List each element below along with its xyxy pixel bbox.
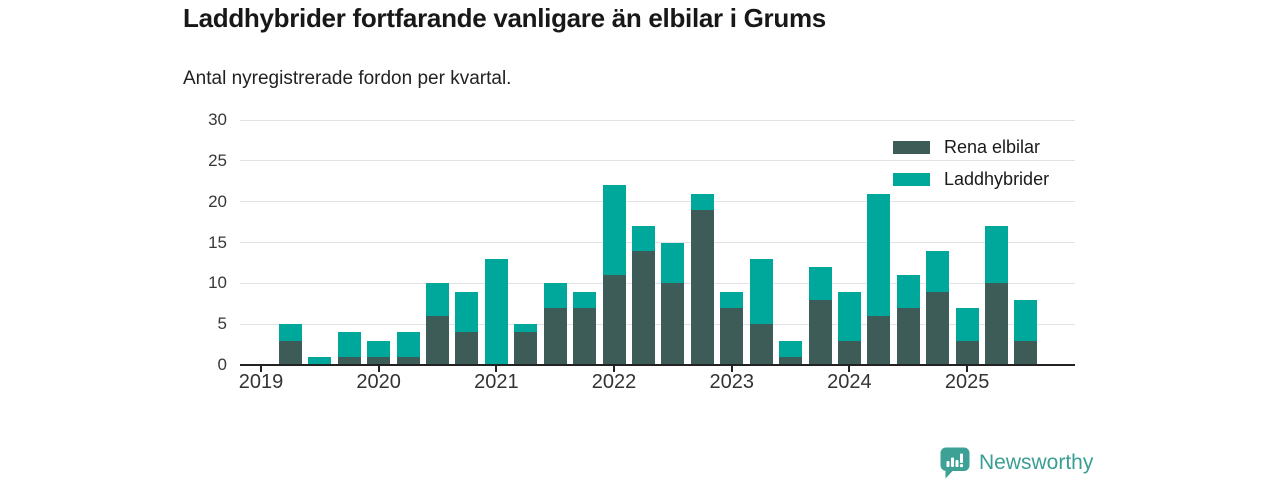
gridline-10 [240,282,1075,284]
newsworthy-brand-link[interactable]: Newsworthy [938,446,1093,480]
gridline-30 [240,119,1075,121]
bar-segment-elbilar-2025-Q3 [1014,340,1038,365]
bar-segment-laddhybrider-2023-Q3 [779,340,803,357]
bar-segment-elbilar-2025-Q2 [985,283,1008,365]
bar-segment-elbilar-2023-Q4 [808,299,832,365]
x-tick-label-2022: 2022 [591,371,637,393]
bar-segment-elbilar-2020-Q2 [396,356,420,365]
bar-segment-elbilar-2021-Q3 [543,307,567,365]
bar-segment-elbilar-2024-Q1 [837,340,861,365]
bar-segment-elbilar-2024-Q3 [896,307,920,365]
bar-segment-laddhybrider-2023-Q1 [720,291,744,308]
gridline-15 [240,242,1075,243]
bar-segment-laddhybrider-2021-Q2 [514,324,538,333]
bar-segment-laddhybrider-2023-Q2 [749,258,773,325]
bar-segment-elbilar-2022-Q3 [661,283,685,365]
bar-segment-laddhybrider-2019-Q2 [278,324,302,341]
bar-segment-elbilar-2021-Q2 [514,332,538,365]
bar-segment-laddhybrider-2020-Q1 [367,340,391,357]
x-axis-line [240,363,1075,366]
y-tick-label-20: 20 [208,191,227,211]
bar-segment-elbilar-2022-Q2 [632,250,655,365]
x-tick-label-2021: 2021 [474,371,519,393]
bar-segment-laddhybrider-2021-Q3 [543,283,567,308]
bar-segment-laddhybrider-2022-Q4 [690,193,714,210]
y-tick-label-25: 25 [208,150,227,170]
bar-segment-laddhybrider-2022-Q3 [661,242,685,284]
bar-segment-laddhybrider-2020-Q4 [455,291,479,333]
bar-segment-elbilar-2022-Q1 [602,275,626,365]
bar-segment-laddhybrider-2022-Q1 [602,185,626,276]
bar-segment-laddhybrider-2025-Q2 [985,226,1008,284]
legend-item-laddhybrider: Laddhybrider [893,169,1049,189]
bar-segment-laddhybrider-2019-Q4 [337,332,361,357]
y-tick-label-5: 5 [217,314,227,334]
y-tick-label-0: 0 [217,355,227,374]
bar-segment-laddhybrider-2022-Q2 [632,226,655,251]
bar-segment-laddhybrider-2024-Q4 [926,250,950,292]
bar-segment-elbilar-2023-Q1 [720,307,744,365]
bar-segment-laddhybrider-2024-Q3 [896,275,920,308]
y-tick-label-15: 15 [208,232,227,252]
x-tick-2022 [613,365,616,372]
x-tick-2021 [495,365,498,372]
brand-name: Newsworthy [979,451,1094,474]
legend: Rena elbilar Laddhybrider [893,137,1049,189]
x-tick-label-2024: 2024 [827,371,872,393]
bar-segment-elbilar-2021-Q4 [573,307,597,365]
x-tick-label-2020: 2020 [356,371,401,393]
gridline-20 [240,201,1075,203]
y-tick-label-10: 10 [208,273,227,293]
bar-segment-laddhybrider-2021-Q4 [573,291,597,308]
bar-segment-elbilar-2020-Q1 [367,356,391,365]
legend-swatch-rena-elbilar [893,140,930,154]
bar-segment-elbilar-2022-Q4 [690,209,714,365]
x-tick-2019 [260,365,262,372]
newsworthy-logo-icon [940,447,970,479]
legend-label-laddhybrider: Laddhybrider [944,169,1050,189]
bar-segment-elbilar-2024-Q2 [867,316,891,365]
x-tick-label-2025: 2025 [944,371,990,393]
bar-segment-laddhybrider-2019-Q3 [308,356,332,365]
x-tick-2024 [848,365,851,372]
gridline-25 [240,160,1075,162]
gridline-5 [240,323,1075,325]
bar-segment-elbilar-2025-Q1 [955,340,979,365]
bar-segment-elbilar-2019-Q2 [278,340,302,365]
bar-segment-laddhybrider-2020-Q3 [426,283,449,316]
bar-segment-elbilar-2019-Q4 [337,356,361,365]
legend-label-rena-elbilar: Rena elbilar [944,137,1041,157]
chart-title: Laddhybrider fortfarande vanligare än el… [183,3,826,33]
bar-segment-laddhybrider-2020-Q2 [396,332,420,357]
x-tick-2020 [377,365,380,372]
bar-segment-laddhybrider-2024-Q2 [867,193,891,316]
x-tick-2025 [966,365,969,372]
bar-segment-laddhybrider-2025-Q3 [1014,299,1038,341]
chart-subtitle: Antal nyregistrerade fordon per kvartal. [183,68,512,89]
bar-segment-laddhybrider-2021-Q1 [484,258,508,365]
bar-segment-laddhybrider-2024-Q1 [837,291,861,341]
bar-segment-elbilar-2020-Q3 [426,316,449,365]
bar-segment-laddhybrider-2023-Q4 [808,267,832,300]
x-tick-label-2019: 2019 [238,371,284,393]
bar-segment-elbilar-2024-Q4 [926,291,950,365]
legend-item-rena-elbilar: Rena elbilar [893,137,1049,157]
legend-swatch-laddhybrider [893,172,930,186]
bar-segment-elbilar-2023-Q3 [779,356,803,365]
plot-area [240,119,1075,365]
y-tick-label-30: 30 [208,110,227,129]
bar-segment-elbilar-2023-Q2 [749,324,773,365]
bar-segment-laddhybrider-2025-Q1 [955,307,979,341]
x-tick-label-2023: 2023 [709,371,754,393]
bar-segment-elbilar-2020-Q4 [455,332,479,365]
x-tick-2023 [730,365,733,372]
